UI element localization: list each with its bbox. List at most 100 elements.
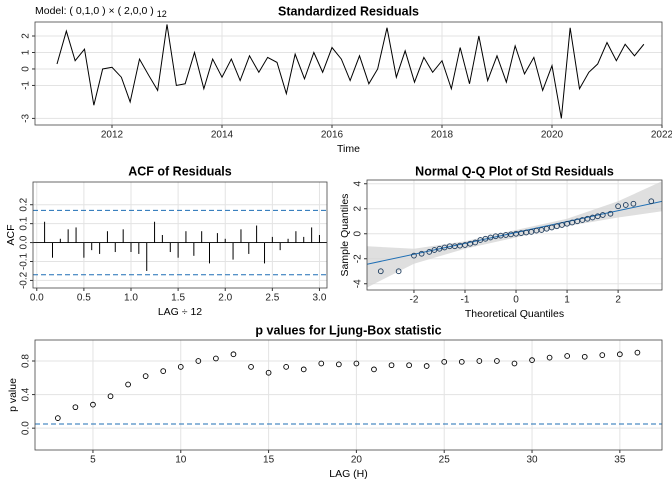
point [615,203,621,210]
y-tick-label: 0.4 [21,387,32,401]
y-tick-label: -4 [353,279,364,288]
plot-area [367,180,662,290]
point [160,368,167,374]
y-tick-label: 0.8 [21,354,32,368]
point [476,358,483,364]
chart-title: Standardized Residuals [278,4,419,18]
point [72,404,79,411]
plot-border [366,179,663,291]
point [472,239,479,246]
y-tick-label: -3 [21,114,32,123]
point [142,373,149,379]
reference-line [367,200,662,265]
point [599,352,606,358]
panel: Standardized Residuals Model: ( 0,1,0 ) ×… [21,4,672,154]
point [265,369,272,376]
plot-background [33,182,327,288]
x-tick-label: 0.5 [77,293,91,304]
point [616,351,623,358]
point [230,351,237,358]
chart-title: ACF of Residuals [128,164,232,178]
y-tick-label: 0.1 [19,216,30,230]
y-tick-label: 4 [353,181,364,187]
x-tick-label: 2022 [651,130,672,141]
point [594,213,601,220]
y-tick-label: 0.0 [21,421,32,435]
point [318,360,325,367]
point [529,357,535,364]
point [395,268,402,275]
model-period: 12 [157,9,167,19]
y-tick-label: 0.0 [19,235,30,249]
x-tick-label: 25 [439,455,451,466]
residual-line [56,24,645,119]
y-tick-label: -1 [21,81,32,90]
x-tick-label: 0.0 [30,293,44,304]
x-tick-label: 10 [175,455,187,466]
point [511,360,518,367]
x-tick-label: 2014 [211,130,234,141]
x-tick-label: 1.5 [171,293,185,304]
point [125,381,131,388]
x-tick-label: 1 [564,295,570,306]
point [559,222,565,228]
point [494,358,500,364]
x-axis-label: Time [337,143,360,155]
y-axis-label: Sample Quantiles [339,194,351,277]
y-axis-label: p value [7,378,19,412]
y-tick-label: 0 [21,66,32,72]
point [482,235,489,242]
point [574,218,581,225]
panel: ACF of Residuals 0.0 0.5 1.0 1.5 2.0 2.5 3.0 -0.… [5,164,328,318]
x-axis-label: LAG (H) [329,468,368,480]
panel: Normal Q-Q Plot of Std Residuals -2 -1 0 1 2 -… [339,164,663,320]
point [462,242,468,248]
point [634,349,641,356]
point [564,220,570,227]
point [90,401,96,408]
point [648,198,655,205]
point [548,224,555,231]
chart-title: Normal Q-Q Plot of Std Residuals [415,164,614,178]
point [543,225,550,232]
point [377,268,384,275]
point [538,227,545,233]
y-axis-label: ACF [5,225,17,246]
model-spec: Model: ( 0,1,0 ) × ( 2,0,0 ) [35,5,154,17]
plot-area [33,182,327,288]
chart-title: p values for Ljung-Box statistic [255,323,441,337]
x-tick-label: 0 [513,295,519,306]
point [406,362,412,369]
x-tick-label: 20 [351,455,363,466]
point [353,360,360,367]
point [335,361,342,368]
point [441,244,448,251]
point [426,249,433,255]
y-tick-label: -0.2 [19,271,30,289]
point [423,363,430,369]
plot-border [34,21,663,126]
point [411,252,417,259]
point [546,354,553,361]
point [607,210,614,217]
x-tick-label: -2 [410,295,419,306]
x-tick-label: 30 [526,455,538,466]
point [54,415,61,421]
x-tick-label: 3.0 [313,293,327,304]
plot-border [34,339,663,451]
point [300,366,307,373]
x-tick-label: 5 [90,455,96,466]
x-tick-label: 2 [615,295,621,306]
plot-border [32,181,328,289]
point [487,234,494,241]
confidence-band [367,181,662,288]
x-tick-label: 15 [263,455,275,466]
point [418,250,425,257]
panel: p values for Ljung-Box statistic 5 10 15 20 2… [7,323,663,480]
point [599,212,606,218]
model-label: Model: ( 0,1,0 ) × ( 2,0,0 ) 12 [35,5,167,20]
x-tick-label: 2.0 [218,293,232,304]
x-tick-label: 1.0 [124,293,138,304]
x-tick-label: 2012 [101,130,124,141]
